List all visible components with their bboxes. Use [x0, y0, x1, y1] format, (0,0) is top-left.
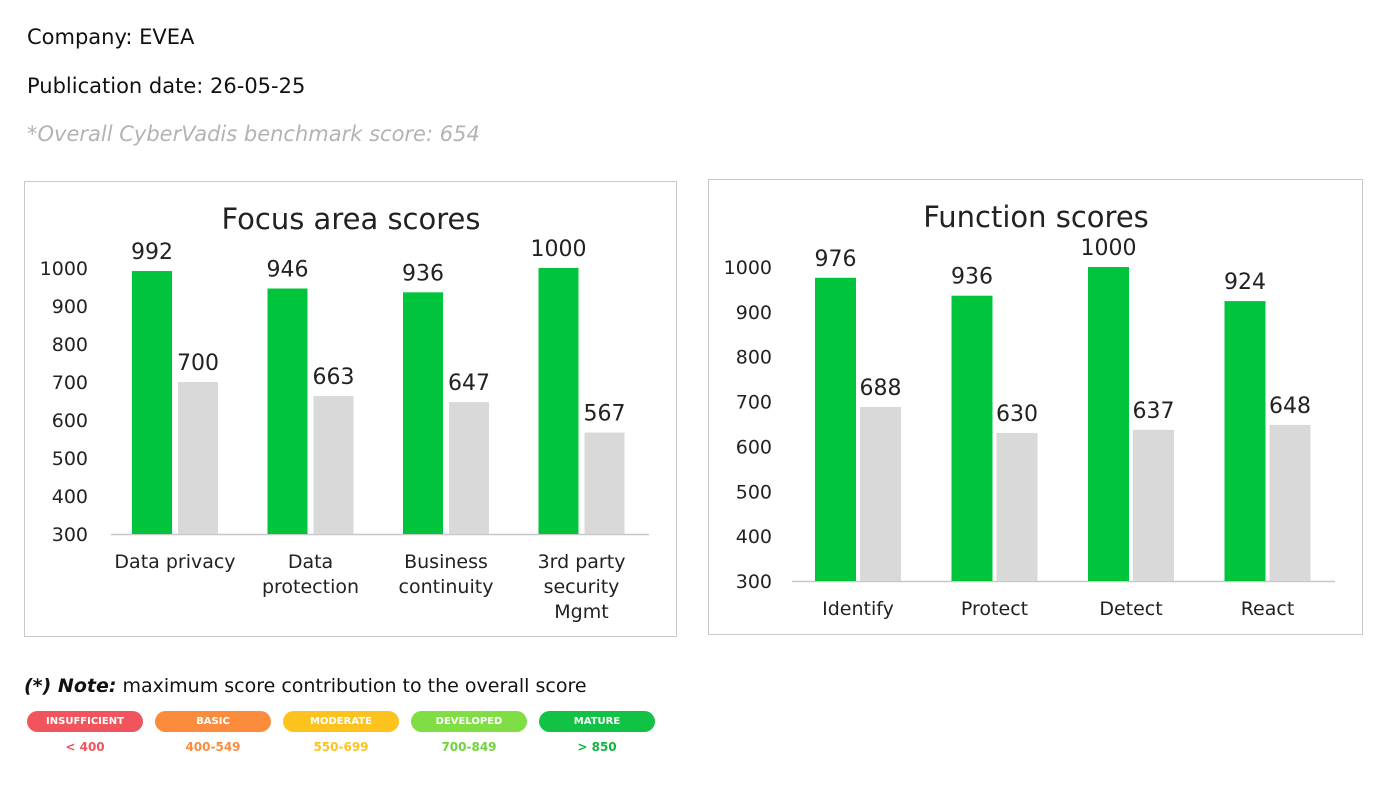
y-tick-label: 400 — [52, 486, 88, 508]
bar-series-2 — [584, 432, 625, 534]
bar-series-1 — [403, 292, 443, 534]
y-tick-label: 600 — [736, 436, 772, 458]
legend-item-moderate: MODERATE 550-699 — [283, 711, 399, 754]
publication-date: Publication date: 26-05-25 — [27, 74, 306, 98]
data-label: 688 — [860, 376, 902, 401]
benchmark-score: *Overall CyberVadis benchmark score: 654 — [27, 122, 480, 146]
category-label: Protect — [961, 598, 1028, 620]
legend-range-basic: 400-549 — [185, 740, 241, 754]
data-label: 637 — [1133, 399, 1175, 424]
bar-series-1 — [815, 277, 856, 581]
category-label: protection — [262, 576, 359, 598]
category-label: React — [1241, 598, 1295, 620]
data-label: 1000 — [531, 237, 587, 262]
data-label: 567 — [584, 402, 626, 427]
y-tick-label: 800 — [736, 347, 772, 369]
chart-title: Focus area scores — [222, 202, 481, 236]
y-tick-label: 500 — [736, 481, 772, 503]
function-scores-chart-panel: Function scores 1000 900 800 700 600 500 400 300… — [708, 179, 1363, 635]
category-label: Business — [404, 551, 488, 573]
bar-series-2 — [860, 406, 901, 581]
bar-series-1 — [538, 268, 579, 534]
legend-item-developed: DEVELOPED 700-849 — [411, 711, 527, 754]
bar-series-1 — [1224, 301, 1266, 581]
bar-series-2 — [449, 402, 489, 534]
data-label: 976 — [815, 247, 857, 272]
category-label: Identify — [822, 598, 894, 620]
score-note: (*) Note: maximum score contribution to … — [24, 674, 587, 698]
bar-series-1 — [132, 271, 172, 534]
bar-series-1 — [1088, 267, 1129, 581]
y-tick-label: 600 — [52, 410, 88, 432]
y-tick-label: 300 — [52, 524, 88, 546]
legend-range-mature: > 850 — [577, 740, 617, 754]
data-label: 1000 — [1081, 236, 1137, 261]
y-tick-label: 900 — [52, 296, 88, 318]
legend-item-basic: BASIC 400-549 — [155, 711, 271, 754]
legend-pill-mature: MATURE — [539, 711, 655, 732]
bar-series-1 — [951, 295, 993, 581]
category-label: Data — [288, 551, 333, 573]
data-label: 648 — [1269, 394, 1311, 419]
chart-title: Function scores — [923, 200, 1149, 234]
legend-item-mature: MATURE > 850 — [539, 711, 655, 754]
bar-series-1 — [267, 288, 308, 534]
y-tick-label: 500 — [52, 448, 88, 470]
note-prefix: (*) Note: — [24, 675, 117, 697]
legend-pill-basic: BASIC — [155, 711, 271, 732]
legend-range-moderate: 550-699 — [313, 740, 369, 754]
focus-area-chart-panel: Focus area scores 1000 900 800 700 600 500 400 3… — [24, 181, 677, 637]
bar-series-2 — [1269, 424, 1311, 581]
legend-range-insufficient: < 400 — [65, 740, 105, 754]
data-label: 936 — [402, 261, 444, 286]
y-tick-label: 400 — [736, 526, 772, 548]
bar-series-2 — [1133, 429, 1174, 581]
legend-item-insufficient: INSUFFICIENT < 400 — [27, 711, 143, 754]
note-text: maximum score contribution to the overal… — [122, 675, 587, 697]
category-label: continuity — [399, 576, 494, 598]
category-label: security — [544, 576, 620, 598]
category-label: Mgmt — [554, 601, 608, 623]
bar-series-2 — [313, 396, 354, 534]
company-name: Company: EVEA — [27, 25, 195, 49]
legend-range-developed: 700-849 — [441, 740, 497, 754]
data-label: 924 — [1224, 270, 1266, 295]
category-label: Data privacy — [114, 551, 235, 573]
data-label: 936 — [951, 265, 993, 290]
bar-series-2 — [996, 432, 1038, 581]
bar-series-2 — [178, 382, 218, 534]
y-tick-label: 700 — [52, 372, 88, 394]
data-label: 647 — [448, 371, 490, 396]
category-label: Detect — [1099, 598, 1162, 620]
focus-area-chart: Focus area scores 1000 900 800 700 600 500 400 3… — [40, 202, 649, 623]
y-tick-label: 700 — [736, 392, 772, 414]
y-tick-label: 1000 — [40, 258, 88, 280]
data-label: 700 — [177, 351, 219, 376]
data-label: 946 — [267, 258, 309, 283]
data-label: 992 — [131, 240, 173, 265]
maturity-legend: INSUFFICIENT < 400 BASIC 400-549 MODERAT… — [27, 711, 667, 761]
legend-pill-insufficient: INSUFFICIENT — [27, 711, 143, 732]
y-tick-label: 800 — [52, 334, 88, 356]
y-tick-label: 300 — [736, 571, 772, 593]
data-label: 630 — [996, 402, 1038, 427]
category-label: 3rd party — [538, 551, 626, 573]
data-label: 663 — [313, 365, 355, 390]
y-tick-label: 900 — [736, 302, 772, 324]
function-scores-chart: Function scores1000900800700600500400300… — [724, 200, 1335, 620]
y-tick-label: 1000 — [724, 257, 772, 279]
legend-pill-moderate: MODERATE — [283, 711, 399, 732]
legend-pill-developed: DEVELOPED — [411, 711, 527, 732]
